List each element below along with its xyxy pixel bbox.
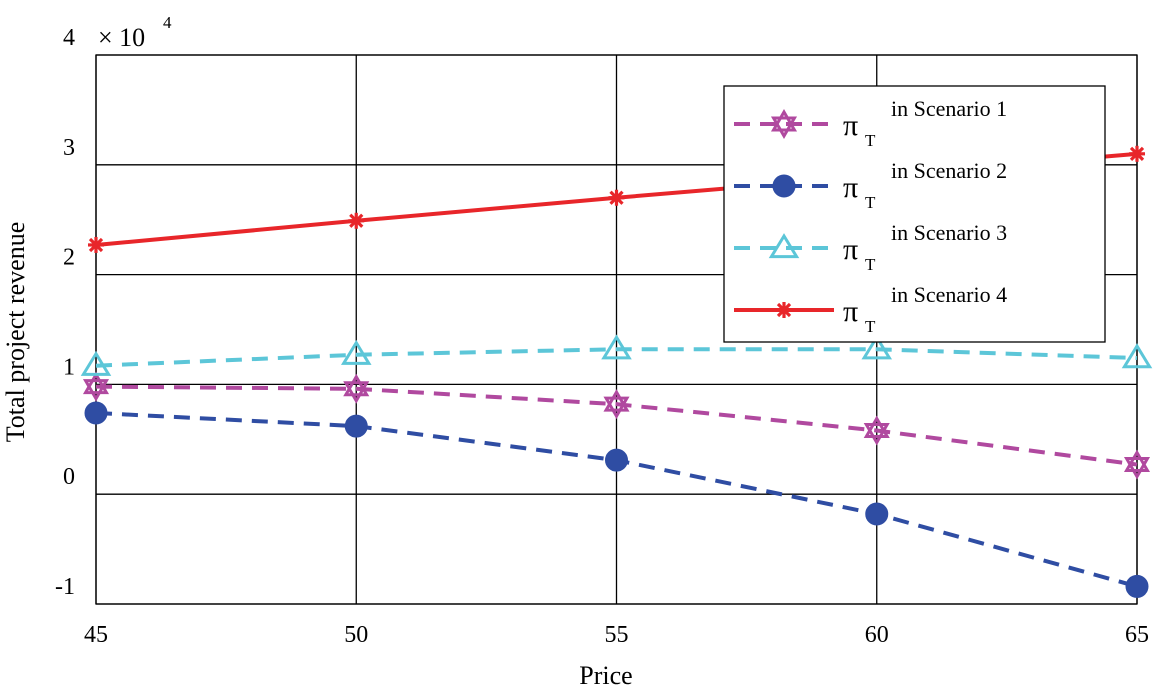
legend-item-1: π Tin Scenario 1 — [734, 96, 1007, 150]
y-multiplier: × 10 4 — [98, 13, 172, 52]
legend-marker-3 — [768, 233, 800, 259]
legend-item-2: π Tin Scenario 2 — [734, 158, 1007, 212]
x-axis-label: Price — [579, 661, 632, 690]
series-1 — [82, 371, 1151, 480]
series-1-point-2 — [603, 389, 630, 420]
series-3-point-1 — [340, 339, 372, 365]
x-tick-label-2: 55 — [605, 622, 629, 648]
series-3-point-3 — [861, 334, 893, 360]
series-2-point-2 — [605, 448, 628, 472]
legend-subscript-3: T — [865, 255, 876, 274]
legend-marker-2 — [772, 174, 796, 198]
series-2-point-0 — [84, 401, 108, 425]
plot-frame — [95, 54, 1138, 605]
legend-marker-1 — [770, 109, 798, 139]
series-1-point-0 — [82, 371, 110, 402]
y-tick-labels: -1 0 1 2 3 4 — [55, 25, 75, 600]
series-1-point-3 — [863, 415, 890, 446]
y-tick-label-4: 3 — [63, 135, 75, 161]
series-4-point-4 — [1129, 145, 1145, 162]
legend-symbol-2: π — [843, 171, 858, 204]
legend-item-4: π Tin Scenario 4 — [734, 282, 1007, 336]
x-tick-label-4: 65 — [1125, 622, 1149, 648]
series-3-point-4 — [1121, 343, 1153, 369]
series-2-point-3 — [865, 502, 889, 526]
legend-label-1: in Scenario 1 — [891, 96, 1007, 121]
series-4-point-0 — [88, 236, 104, 253]
series-4-point-1 — [348, 212, 365, 229]
y-tick-label-2: 1 — [63, 354, 75, 380]
svg-text:× 10: × 10 — [98, 23, 145, 52]
legend-subscript-2: T — [865, 193, 876, 212]
series-1-line — [95, 384, 1138, 467]
legend-item-3: π Tin Scenario 3 — [734, 220, 1007, 274]
legend-subscript-4: T — [865, 317, 876, 336]
y-axis-label: Total project revenue — [1, 222, 30, 443]
legend-label-4: in Scenario 4 — [891, 282, 1007, 307]
x-tick-label-3: 60 — [865, 622, 889, 648]
legend-label-2: in Scenario 2 — [891, 158, 1007, 183]
y-tick-label-5: 4 — [63, 25, 75, 51]
series-3-line — [95, 347, 1138, 368]
series-4-point-2 — [608, 189, 625, 206]
x-tick-label-0: 45 — [84, 622, 108, 648]
series-1-point-4 — [1123, 449, 1151, 480]
x-tick-label-1: 50 — [344, 622, 368, 648]
y-tick-label-0: -1 — [55, 574, 75, 600]
legend-subscript-1: T — [865, 131, 876, 150]
svg-text:4: 4 — [163, 13, 172, 32]
series-2-point-4 — [1125, 574, 1149, 598]
series-2 — [84, 401, 1149, 598]
series-3 — [80, 334, 1153, 376]
x-tick-labels: 45 50 55 60 65 — [84, 622, 1149, 648]
legend-symbol-1: π — [843, 109, 858, 142]
legend-symbol-3: π — [843, 233, 858, 266]
legend: π Tin Scenario 1π Tin Scenario 2π Tin Scena… — [723, 85, 1106, 343]
legend-marker-4 — [776, 302, 792, 318]
series-3-point-2 — [601, 334, 632, 360]
y-tick-label-1: 0 — [63, 464, 75, 490]
series-2-point-1 — [344, 414, 368, 438]
legend-symbol-4: π — [843, 295, 858, 328]
legend-label-3: in Scenario 3 — [891, 220, 1007, 245]
series-3-point-0 — [80, 350, 112, 376]
y-tick-label-3: 2 — [63, 245, 75, 271]
series-1-point-1 — [343, 373, 370, 404]
